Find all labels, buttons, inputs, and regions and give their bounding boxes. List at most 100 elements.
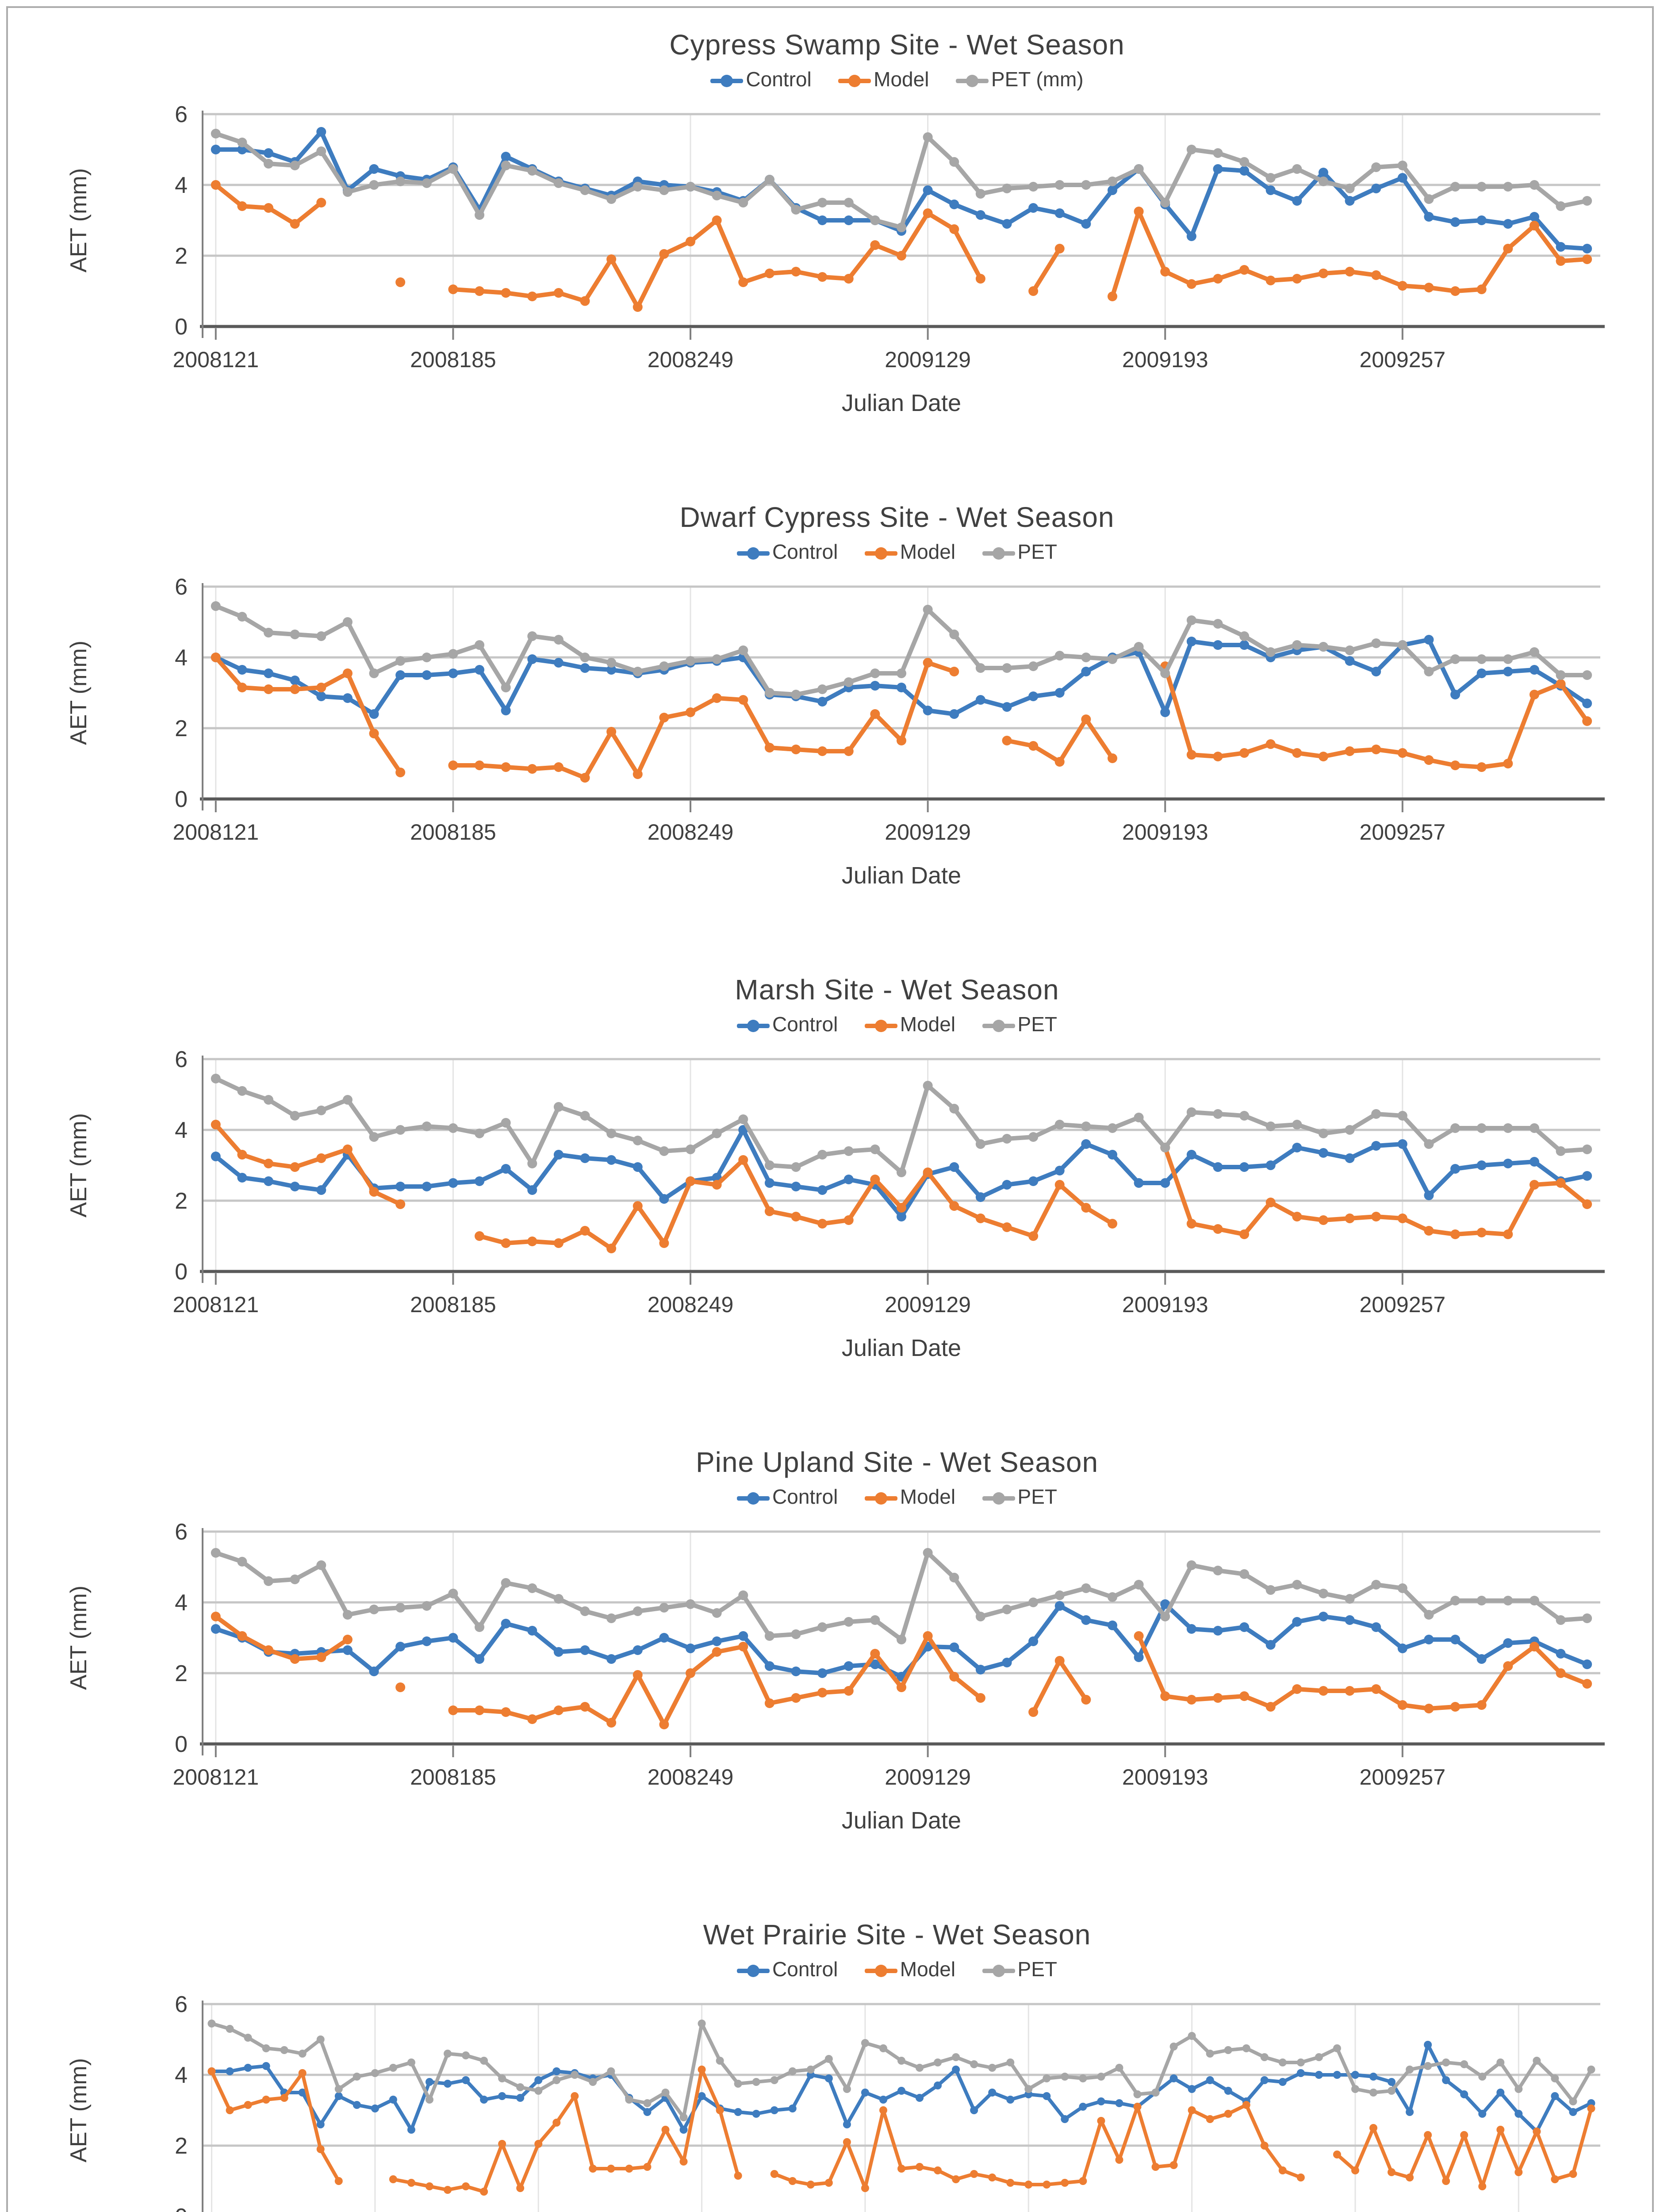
- svg-text:2008249: 2008249: [648, 347, 734, 372]
- chart-section-dwarf-cypress: Dwarf Cypress Site - Wet Season Control …: [26, 501, 1636, 953]
- svg-text:6: 6: [175, 102, 188, 127]
- svg-text:2: 2: [175, 1188, 188, 1214]
- legend-label: Control: [772, 1958, 838, 1981]
- svg-text:2008249: 2008249: [648, 1765, 734, 1790]
- legend-item-pet[interactable]: PET (mm): [955, 67, 1084, 91]
- legend-item-pet[interactable]: PET: [982, 1012, 1057, 1036]
- legend-item-model[interactable]: Model: [864, 540, 956, 564]
- svg-text:6: 6: [175, 1992, 188, 2017]
- svg-text:0: 0: [175, 1259, 188, 1285]
- chart-legend: Control Model PET: [26, 1012, 1618, 1037]
- legend-label: PET (mm): [991, 68, 1084, 91]
- svg-text:2008185: 2008185: [410, 1292, 496, 1317]
- chart-title: Dwarf Cypress Site - Wet Season: [679, 501, 1115, 533]
- legend-label: Model: [900, 540, 956, 563]
- legend-marker-model-icon: [864, 1492, 897, 1505]
- legend-item-model[interactable]: Model: [864, 1957, 956, 1981]
- svg-text:0: 0: [175, 787, 188, 812]
- svg-text:2009193: 2009193: [1122, 347, 1208, 372]
- legend-item-model[interactable]: Model: [864, 1012, 956, 1036]
- svg-text:2009129: 2009129: [885, 1765, 971, 1790]
- page-frame: Cypress Swamp Site - Wet Season Control …: [6, 6, 1654, 2212]
- svg-text:2: 2: [175, 1661, 188, 1686]
- y-axis-title: AET (mm): [66, 1113, 92, 1217]
- legend-label: Control: [772, 1485, 838, 1508]
- plot-wrap: AET (mm) 2008121 2008185 2008249 2009129 200…: [26, 1041, 1636, 1362]
- svg-text:2008249: 2008249: [648, 820, 734, 845]
- x-axis-title: Julian Date: [841, 1335, 962, 1361]
- legend-item-pet[interactable]: PET: [982, 1485, 1057, 1509]
- svg-text:2008249: 2008249: [648, 1292, 734, 1317]
- y-axis-title: AET (mm): [66, 1586, 92, 1690]
- svg-text:2008121: 2008121: [173, 347, 259, 372]
- svg-text:2009257: 2009257: [1360, 1292, 1446, 1317]
- legend-marker-pet-icon: [982, 1964, 1015, 1977]
- legend-marker-model-icon: [864, 1964, 897, 1977]
- legend-item-control[interactable]: Control: [737, 1485, 838, 1509]
- svg-text:4: 4: [175, 2062, 188, 2088]
- svg-text:2008185: 2008185: [410, 820, 496, 845]
- legend-label: Control: [772, 540, 838, 563]
- svg-text:4: 4: [175, 1590, 188, 1616]
- legend-label: Model: [900, 1013, 956, 1036]
- chart-svg: 2008121200818520082492009129200919320092…: [175, 1992, 1600, 2212]
- svg-text:6: 6: [175, 1519, 188, 1545]
- svg-text:2: 2: [175, 716, 188, 741]
- svg-text:2: 2: [175, 2133, 188, 2159]
- svg-text:0: 0: [175, 1732, 188, 1757]
- legend-marker-control-icon: [737, 1019, 770, 1032]
- legend-label: PET: [1017, 540, 1057, 563]
- chart-section-marsh: Marsh Site - Wet Season Control Model PE…: [26, 973, 1636, 1425]
- legend-marker-pet-icon: [982, 1019, 1015, 1032]
- chart-legend: Control Model PET: [26, 1485, 1618, 1509]
- svg-text:2008121: 2008121: [173, 1765, 259, 1790]
- y-axis-title: AET (mm): [66, 2058, 92, 2162]
- chart-title: Cypress Swamp Site - Wet Season: [669, 29, 1125, 61]
- legend-item-control[interactable]: Control: [737, 540, 838, 564]
- legend-label: Control: [746, 68, 812, 91]
- svg-text:4: 4: [175, 1118, 188, 1143]
- y-axis-title: AET (mm): [66, 641, 92, 745]
- plot-wrap: AET (mm) 2008121200818520082492009129200…: [26, 1986, 1636, 2212]
- plot-area: 2008121 2008185 2008249 2009129 2009193 20092…: [26, 96, 1618, 388]
- svg-text:2008121: 2008121: [173, 1292, 259, 1317]
- legend-label: Control: [772, 1013, 838, 1036]
- svg-text:2008185: 2008185: [410, 347, 496, 372]
- legend-item-pet[interactable]: PET: [982, 1957, 1057, 1981]
- legend-label: Model: [900, 1958, 956, 1981]
- y-axis-title: AET (mm): [66, 168, 92, 273]
- legend-marker-control-icon: [737, 1964, 770, 1977]
- svg-text:4: 4: [175, 645, 188, 671]
- legend-label: PET: [1017, 1013, 1057, 1036]
- legend-item-control[interactable]: Control: [710, 67, 812, 91]
- chart-legend: Control Model PET: [26, 540, 1618, 565]
- svg-text:4: 4: [175, 173, 188, 198]
- legend-marker-control-icon: [737, 547, 770, 560]
- chart-section-pine-upland: Pine Upland Site - Wet Season Control Mo…: [26, 1446, 1636, 1898]
- svg-text:2008121: 2008121: [173, 820, 259, 845]
- chart-title: Pine Upland Site - Wet Season: [695, 1446, 1099, 1478]
- legend-item-pet[interactable]: PET: [982, 540, 1057, 564]
- plot-area: 2008121 2008185 2008249 2009129 2009193 20092…: [26, 569, 1618, 861]
- legend-marker-pet-icon: [982, 547, 1015, 560]
- svg-text:2009257: 2009257: [1360, 820, 1446, 845]
- svg-text:2009129: 2009129: [885, 1292, 971, 1317]
- legend-marker-model-icon: [864, 1019, 897, 1032]
- legend-marker-model-icon: [864, 547, 897, 560]
- legend-marker-pet-icon: [955, 74, 989, 87]
- legend-item-model[interactable]: Model: [838, 67, 929, 91]
- legend-marker-model-icon: [838, 74, 871, 87]
- legend-item-model[interactable]: Model: [864, 1485, 955, 1509]
- legend-marker-pet-icon: [982, 1492, 1015, 1505]
- legend-item-control[interactable]: Control: [737, 1012, 838, 1036]
- plot-area: 2008121 2008185 2008249 2009129 2009193 20092…: [26, 1041, 1618, 1333]
- chart-title: Marsh Site - Wet Season: [735, 974, 1059, 1006]
- svg-text:2: 2: [175, 243, 188, 269]
- svg-text:6: 6: [175, 1047, 188, 1072]
- svg-text:2009129: 2009129: [885, 347, 971, 372]
- chart-section-wet-prairie: Wet Prairie Site - Wet Season Control Mo…: [26, 1918, 1636, 2212]
- legend-item-control[interactable]: Control: [737, 1957, 838, 1981]
